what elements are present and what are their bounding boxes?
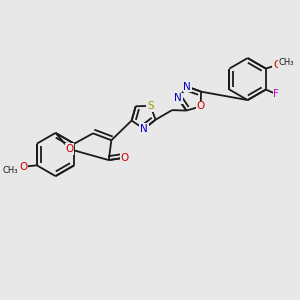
Text: S: S — [147, 101, 154, 111]
Text: N: N — [174, 93, 182, 103]
Text: N: N — [140, 124, 148, 134]
Text: CH₃: CH₃ — [278, 58, 294, 67]
Text: F: F — [273, 89, 279, 99]
Text: O: O — [273, 60, 281, 70]
Text: N: N — [183, 82, 191, 92]
Text: O: O — [196, 101, 205, 112]
Text: O: O — [65, 144, 74, 154]
Text: O: O — [120, 153, 128, 163]
Text: CH₃: CH₃ — [3, 166, 18, 175]
Text: O: O — [19, 162, 27, 172]
